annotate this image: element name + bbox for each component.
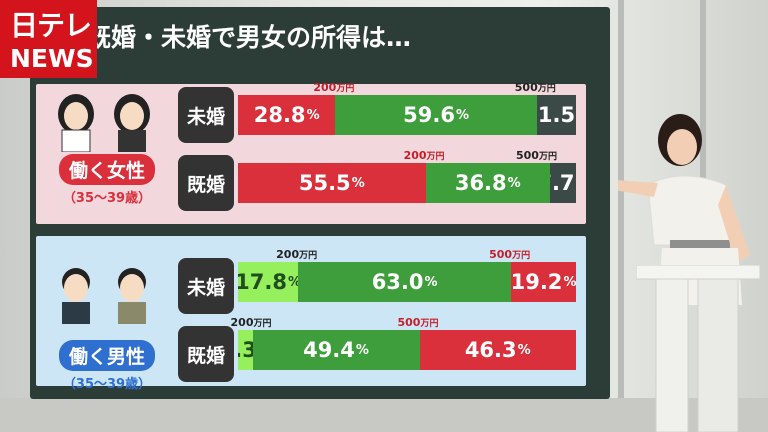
female-age-text: （35〜39歳） bbox=[62, 191, 152, 206]
high-segment: 7.7% bbox=[549, 163, 576, 203]
percent-sign: % bbox=[288, 275, 298, 290]
male-workers-illustration bbox=[62, 268, 146, 324]
bar-row-3: 4.3%49.4%46.3% bbox=[238, 330, 576, 370]
status-text: 未婚 bbox=[186, 276, 225, 299]
studio-floor bbox=[0, 398, 768, 432]
percent-sign: % bbox=[517, 342, 531, 358]
threshold-200-label: 200万円 bbox=[231, 316, 272, 329]
threshold-value: 200 bbox=[276, 248, 300, 261]
threshold-value: 200 bbox=[313, 81, 337, 94]
low-segment: 17.8% bbox=[238, 262, 299, 302]
ntv-news-logo: 日テレ NEWS bbox=[0, 0, 97, 78]
value-label: 17.8 bbox=[238, 270, 287, 294]
threshold-unit: 万円 bbox=[336, 84, 355, 94]
percent-sign: % bbox=[455, 107, 469, 123]
value-label: 11.5 bbox=[537, 103, 576, 127]
threshold-500-label: 500万円 bbox=[516, 149, 557, 162]
male-age-text: （35〜39歳） bbox=[62, 377, 152, 392]
podium bbox=[636, 265, 760, 432]
threshold-unit: 万円 bbox=[538, 152, 557, 162]
threshold-500-label: 500万円 bbox=[515, 81, 556, 94]
high-segment: 46.3% bbox=[419, 330, 576, 370]
percent-sign: % bbox=[563, 274, 576, 290]
low-segment: 28.8% bbox=[238, 95, 336, 135]
value-label: 55.5 bbox=[298, 171, 351, 195]
status-text: 既婚 bbox=[186, 173, 225, 196]
male-label-text: 働く男性 bbox=[58, 340, 155, 371]
value-label: 28.8 bbox=[253, 103, 306, 127]
threshold-value: 500 bbox=[489, 248, 513, 261]
threshold-value: 500 bbox=[516, 149, 539, 162]
threshold-unit: 万円 bbox=[512, 251, 531, 261]
threshold-500-label: 500万円 bbox=[398, 316, 439, 329]
percent-sign: % bbox=[306, 107, 320, 123]
bar-row-0: 28.8%59.6%11.5% bbox=[238, 95, 576, 135]
low-segment: 4.3% bbox=[238, 330, 253, 370]
percent-sign: % bbox=[507, 175, 521, 191]
female-workers-illustration bbox=[58, 94, 150, 152]
value-label: 4.3 bbox=[238, 338, 253, 362]
studio-stripe bbox=[618, 0, 624, 432]
threshold-value: 500 bbox=[514, 81, 538, 94]
chart-title: 既婚・未婚で男女の所得は… bbox=[86, 23, 412, 52]
value-label: 7.7 bbox=[550, 171, 575, 195]
threshold-value: 200 bbox=[230, 316, 254, 329]
status-married-male: 既婚 bbox=[178, 326, 234, 382]
value-label: 49.4 bbox=[303, 338, 355, 362]
male-group-label: 働く男性 （35〜39歳） bbox=[40, 340, 174, 392]
value-label: 59.6 bbox=[403, 103, 455, 127]
status-unmarried-male: 未婚 bbox=[178, 258, 234, 314]
value-label: 36.8 bbox=[454, 171, 507, 195]
status-text: 既婚 bbox=[186, 344, 225, 367]
mid-segment: 36.8% bbox=[425, 163, 550, 203]
threshold-unit: 万円 bbox=[537, 84, 556, 94]
mid-segment: 49.4% bbox=[252, 330, 420, 370]
percent-sign: % bbox=[351, 175, 365, 191]
threshold-200-label: 200万円 bbox=[404, 149, 445, 162]
status-text: 未婚 bbox=[186, 105, 225, 128]
threshold-unit: 万円 bbox=[253, 319, 272, 329]
bar-row-2: 17.8%63.0%19.2% bbox=[238, 262, 576, 302]
mid-segment: 59.6% bbox=[335, 95, 537, 135]
threshold-unit: 万円 bbox=[426, 152, 445, 162]
status-married-female: 既婚 bbox=[178, 155, 234, 211]
female-group-label: 働く女性 （35〜39歳） bbox=[40, 154, 174, 206]
bar-row-1: 55.5%36.8%7.7% bbox=[238, 163, 576, 203]
threshold-unit: 万円 bbox=[420, 319, 439, 329]
low-segment: 55.5% bbox=[238, 163, 426, 203]
threshold-200-label: 200万円 bbox=[276, 248, 317, 261]
high-segment: 19.2% bbox=[511, 262, 576, 302]
threshold-unit: 万円 bbox=[299, 251, 318, 261]
threshold-value: 500 bbox=[397, 316, 421, 329]
value-label: 63.0 bbox=[371, 270, 424, 294]
threshold-200-label: 200万円 bbox=[313, 81, 354, 94]
high-segment: 11.5% bbox=[536, 95, 576, 135]
status-unmarried-female: 未婚 bbox=[178, 87, 234, 143]
value-label: 19.2 bbox=[511, 270, 563, 294]
value-label: 46.3 bbox=[464, 338, 517, 362]
percent-sign: % bbox=[355, 342, 369, 358]
logo-line2: NEWS bbox=[10, 44, 94, 73]
female-label-text: 働く女性 bbox=[58, 154, 155, 185]
logo-line1: 日テレ bbox=[10, 9, 92, 42]
mid-segment: 63.0% bbox=[298, 262, 512, 302]
threshold-500-label: 500万円 bbox=[489, 248, 530, 261]
threshold-value: 200 bbox=[403, 149, 427, 162]
percent-sign: % bbox=[424, 274, 438, 290]
